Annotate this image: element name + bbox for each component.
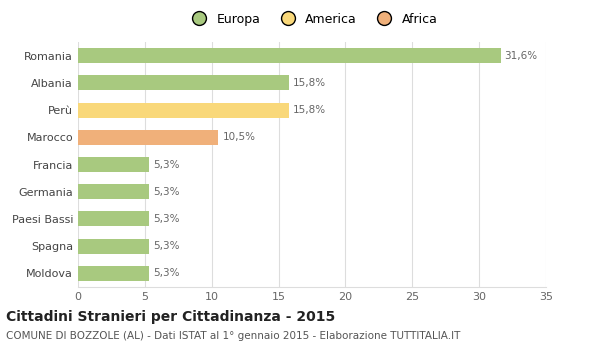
- Text: 5,3%: 5,3%: [153, 268, 179, 278]
- Text: 5,3%: 5,3%: [153, 160, 179, 169]
- Text: COMUNE DI BOZZOLE (AL) - Dati ISTAT al 1° gennaio 2015 - Elaborazione TUTTITALIA: COMUNE DI BOZZOLE (AL) - Dati ISTAT al 1…: [6, 331, 460, 341]
- Bar: [78, 266, 149, 281]
- Bar: [78, 103, 289, 118]
- Text: Cittadini Stranieri per Cittadinanza - 2015: Cittadini Stranieri per Cittadinanza - 2…: [6, 310, 335, 324]
- Bar: [78, 211, 149, 226]
- Text: 10,5%: 10,5%: [223, 132, 256, 142]
- Text: 5,3%: 5,3%: [153, 187, 179, 197]
- Bar: [78, 157, 149, 172]
- Bar: [78, 48, 500, 63]
- Text: 15,8%: 15,8%: [293, 105, 326, 115]
- Legend: Europa, America, Africa: Europa, America, Africa: [181, 8, 443, 31]
- Text: 15,8%: 15,8%: [293, 78, 326, 88]
- Bar: [78, 130, 218, 145]
- Text: 5,3%: 5,3%: [153, 214, 179, 224]
- Bar: [78, 75, 289, 90]
- Text: 5,3%: 5,3%: [153, 241, 179, 251]
- Bar: [78, 184, 149, 199]
- Text: 31,6%: 31,6%: [505, 51, 538, 61]
- Bar: [78, 239, 149, 254]
